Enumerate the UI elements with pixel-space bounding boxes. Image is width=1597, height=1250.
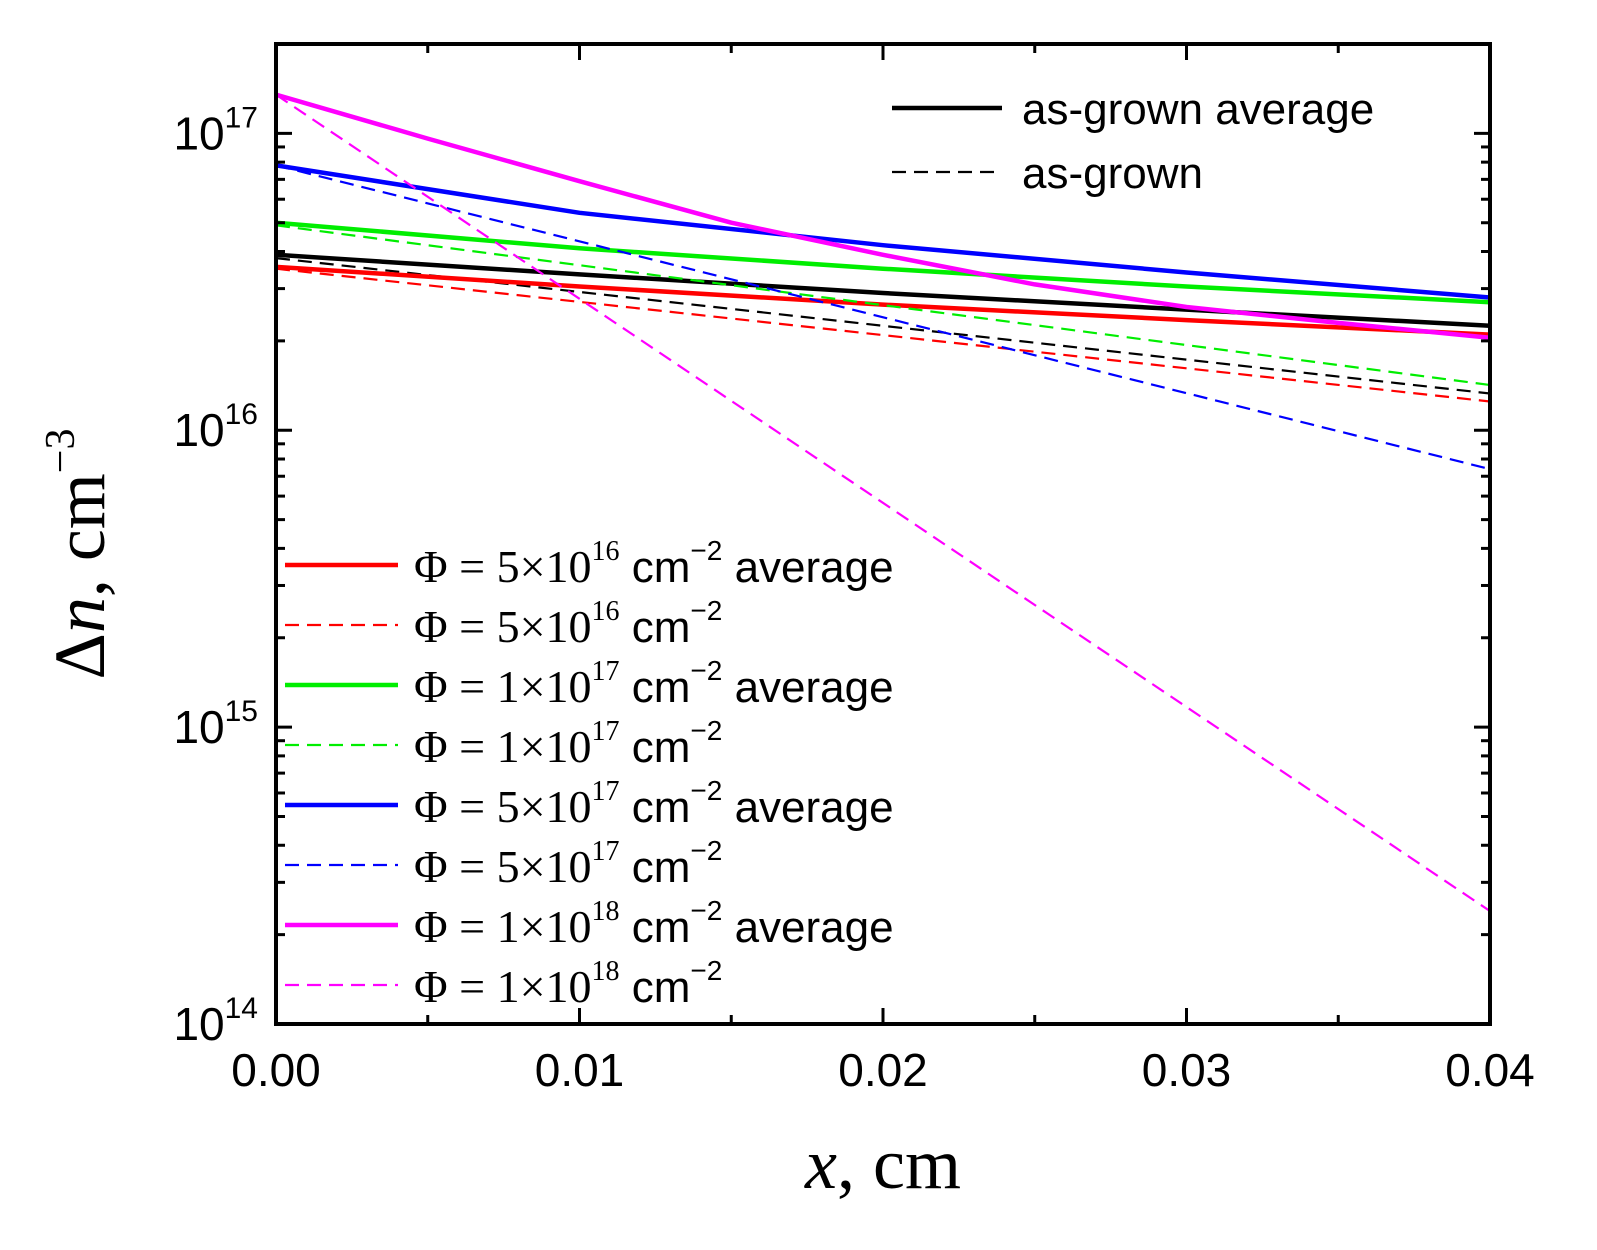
legend-label-bottom: Φ = 1×1017 cm−2 average xyxy=(414,655,894,712)
legend-layer: as-grown average as-grown Φ = 5×1016 cm−2 … xyxy=(285,85,1374,1012)
x-tick-label: 0.03 xyxy=(1142,1044,1232,1096)
legend-label-top: as-grown xyxy=(1022,149,1203,198)
x-tick-label: 0.00 xyxy=(231,1044,321,1096)
x-tick-label: 0.01 xyxy=(535,1044,625,1096)
x-tick-label: 0.04 xyxy=(1445,1044,1535,1096)
legend-label-bottom: Φ = 5×1017 cm−2 xyxy=(414,835,722,892)
series-line-6-dashed xyxy=(276,224,1490,387)
series-line-5-solid xyxy=(276,220,1490,305)
series-line-4-dashed xyxy=(276,267,1490,403)
ticks-layer xyxy=(274,42,1492,1026)
legend-label-bottom: Φ = 1×1018 cm−2 xyxy=(414,955,722,1012)
series-line-10-dashed xyxy=(276,93,1490,913)
y-axis-title: Δn, cm−3 xyxy=(38,429,120,680)
legend-label-bottom: Φ = 1×1017 cm−2 xyxy=(414,715,722,772)
y-tick-label: 1014 xyxy=(173,992,258,1050)
legend-label-bottom: Φ = 1×1018 cm−2 average xyxy=(414,895,894,952)
series-line-8-dashed xyxy=(276,164,1490,471)
x-tick-label: 0.02 xyxy=(838,1044,928,1096)
legend-label-bottom: Φ = 5×1016 cm−2 average xyxy=(414,535,894,592)
series-layer xyxy=(276,92,1490,913)
y-tick-label: 1016 xyxy=(173,398,258,456)
legend-label-bottom: Φ = 5×1017 cm−2 average xyxy=(414,775,894,832)
legend-label-bottom: Φ = 5×1016 cm−2 xyxy=(414,595,722,652)
x-axis-title: x, cm xyxy=(804,1124,961,1204)
series-line-1-solid xyxy=(276,252,1490,328)
legend-label-top: as-grown average xyxy=(1022,85,1374,134)
y-tick-label: 1015 xyxy=(173,695,258,753)
series-line-3-solid xyxy=(276,264,1490,337)
series-line-7-solid xyxy=(276,163,1490,300)
labels-layer: 0.00 0.01 0.02 0.03 0.04 1014 1015 1016 1017 x, c… xyxy=(38,101,1535,1204)
series-line-9-solid xyxy=(276,92,1490,340)
y-tick-label: 1017 xyxy=(173,101,258,159)
